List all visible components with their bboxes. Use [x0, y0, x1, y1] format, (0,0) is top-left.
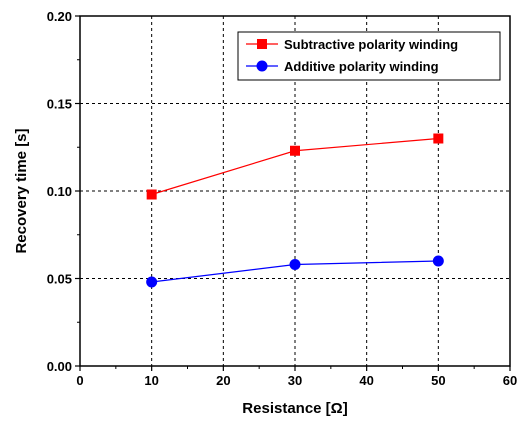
series-1-point — [146, 276, 158, 288]
legend-label-0: Subtractive polarity winding — [284, 37, 458, 52]
x-tick-label: 10 — [144, 373, 158, 388]
series-0-point — [433, 133, 444, 144]
x-tick-label: 50 — [431, 373, 445, 388]
tick-layer: 0 10 20 30 40 50 60 0.00 0.05 0.10 0.15 0.20 — [47, 9, 518, 388]
legend-label-1: Additive polarity winding — [284, 59, 439, 74]
series-layer — [146, 133, 444, 288]
y-tick-label: 0.10 — [47, 184, 72, 199]
series-1-point — [289, 259, 301, 270]
series-1-point — [432, 255, 444, 267]
series-0-point — [146, 189, 157, 200]
x-tick-label: 60 — [503, 373, 517, 388]
y-tick-label: 0.20 — [47, 9, 72, 24]
legend-marker-0 — [257, 39, 267, 49]
y-tick-label: 0.15 — [47, 97, 72, 112]
y-axis-title: Recovery time [s] — [13, 128, 30, 253]
y-tick-label: 0.05 — [47, 272, 72, 287]
x-axis-title: Resistance [Ω] — [242, 400, 347, 417]
x-tick-label: 20 — [216, 373, 230, 388]
x-tick-label: 0 — [76, 373, 83, 388]
legend: Subtractive polarity winding Additive pol… — [237, 31, 501, 81]
x-tick-label: 40 — [359, 373, 373, 388]
legend-marker-1 — [256, 60, 268, 72]
series-0-point — [290, 145, 300, 156]
x-tick-label: 30 — [288, 373, 302, 388]
legend-box — [237, 31, 501, 81]
y-tick-label: 0.00 — [47, 359, 72, 374]
